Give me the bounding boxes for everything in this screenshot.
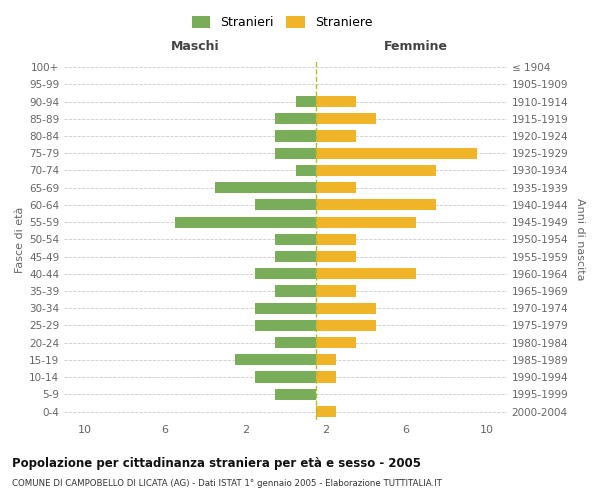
Bar bbox=[316, 96, 356, 107]
Bar bbox=[316, 148, 476, 159]
Bar bbox=[316, 113, 376, 124]
Bar bbox=[316, 200, 436, 210]
Bar bbox=[235, 354, 316, 366]
Text: Popolazione per cittadinanza straniera per età e sesso - 2005: Popolazione per cittadinanza straniera p… bbox=[12, 458, 421, 470]
Bar bbox=[256, 268, 316, 280]
Bar bbox=[316, 130, 356, 141]
Bar bbox=[256, 320, 316, 331]
Text: COMUNE DI CAMPOBELLO DI LICATA (AG) - Dati ISTAT 1° gennaio 2005 - Elaborazione : COMUNE DI CAMPOBELLO DI LICATA (AG) - Da… bbox=[12, 479, 442, 488]
Bar bbox=[275, 113, 316, 124]
Bar bbox=[316, 182, 356, 194]
Text: Femmine: Femmine bbox=[384, 40, 448, 54]
Bar bbox=[296, 165, 316, 176]
Bar bbox=[275, 388, 316, 400]
Bar bbox=[316, 302, 376, 314]
Bar bbox=[316, 234, 356, 245]
Bar bbox=[296, 96, 316, 107]
Y-axis label: Anni di nascita: Anni di nascita bbox=[575, 198, 585, 280]
Bar bbox=[316, 320, 376, 331]
Bar bbox=[275, 337, 316, 348]
Bar bbox=[316, 165, 436, 176]
Bar bbox=[175, 216, 316, 228]
Text: Maschi: Maschi bbox=[170, 40, 220, 54]
Bar bbox=[316, 268, 416, 280]
Y-axis label: Fasce di età: Fasce di età bbox=[15, 206, 25, 272]
Bar bbox=[316, 216, 416, 228]
Bar bbox=[275, 234, 316, 245]
Bar bbox=[275, 251, 316, 262]
Bar bbox=[316, 354, 336, 366]
Bar bbox=[316, 406, 336, 417]
Bar bbox=[316, 337, 356, 348]
Bar bbox=[215, 182, 316, 194]
Bar bbox=[256, 200, 316, 210]
Bar bbox=[275, 130, 316, 141]
Bar bbox=[316, 286, 356, 296]
Legend: Stranieri, Straniere: Stranieri, Straniere bbox=[187, 11, 377, 34]
Bar bbox=[275, 148, 316, 159]
Bar bbox=[316, 251, 356, 262]
Bar bbox=[275, 286, 316, 296]
Bar bbox=[256, 372, 316, 382]
Bar bbox=[316, 372, 336, 382]
Bar bbox=[256, 302, 316, 314]
